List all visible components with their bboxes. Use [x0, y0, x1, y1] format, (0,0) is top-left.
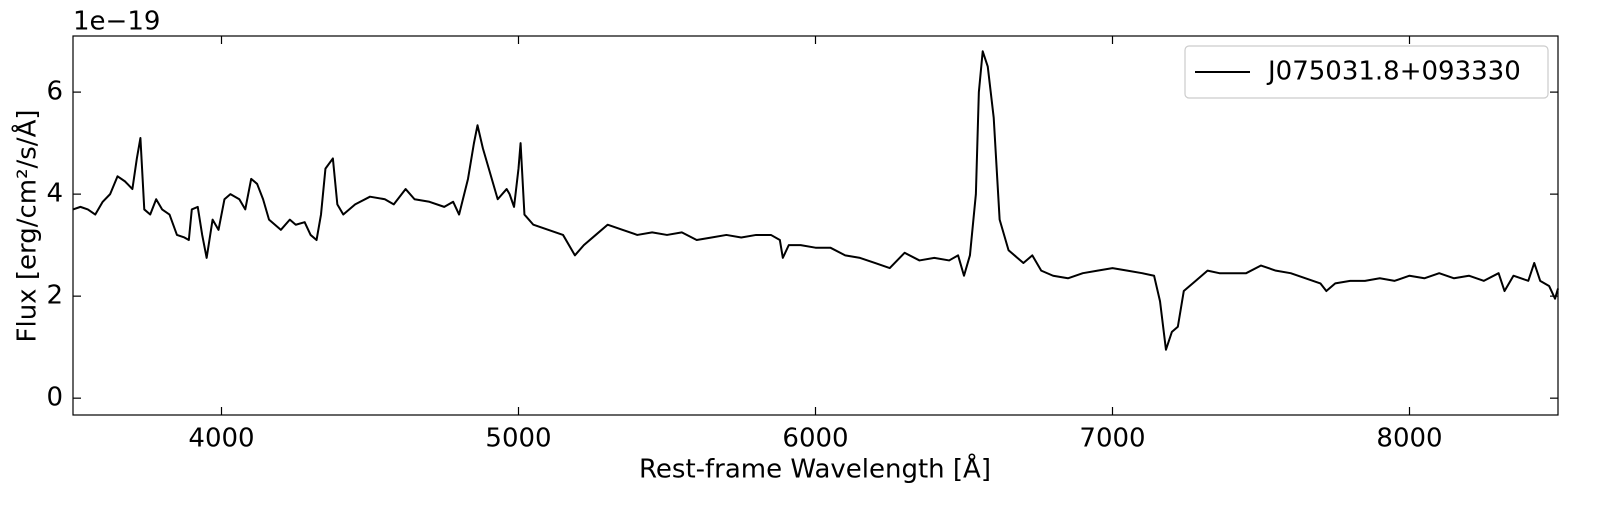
- x-tick-label: 6000: [782, 424, 848, 454]
- x-tick-label: 7000: [1079, 424, 1145, 454]
- x-tick-label: 8000: [1376, 424, 1442, 454]
- spectrum-line: [72, 50, 1559, 351]
- legend-box: [1184, 45, 1549, 99]
- y-tick-label: 0: [46, 383, 63, 413]
- plot-frame: [72, 35, 1559, 416]
- y-offset-label: 1e−19: [73, 7, 160, 37]
- x-tick-label: 4000: [188, 424, 254, 454]
- x-tick-label: 5000: [485, 424, 551, 454]
- x-axis-label: Rest-frame Wavelength [Å]: [639, 453, 991, 485]
- y-axis-label: Flux [erg/cm²/s/Å]: [11, 110, 43, 343]
- legend-label: J075031.8+093330: [1266, 57, 1521, 87]
- y-tick-label: 6: [46, 77, 63, 107]
- y-tick-label: 4: [46, 179, 63, 209]
- y-tick-label: 2: [46, 281, 63, 311]
